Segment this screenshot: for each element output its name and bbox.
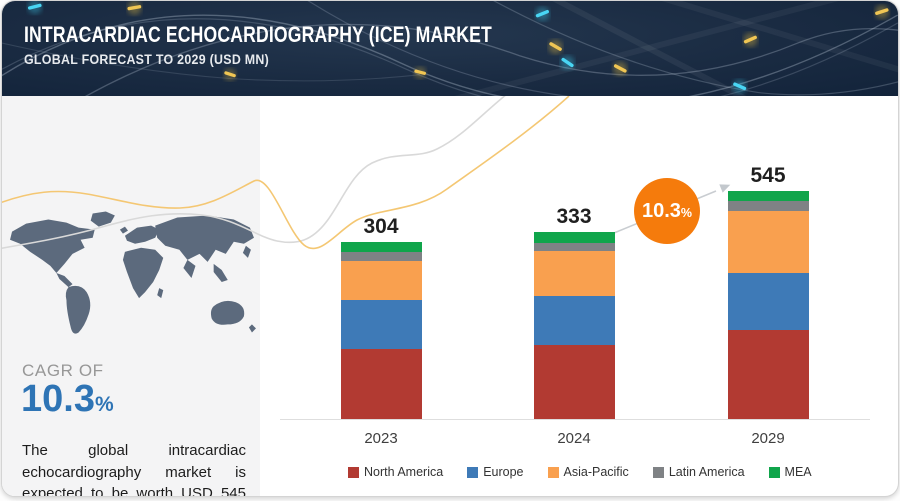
legend-item-mea: MEA [768, 465, 812, 479]
segment-north-america [727, 329, 809, 419]
legend-item-north-america: North America [348, 465, 443, 479]
bar-2029 [727, 191, 809, 419]
cagr-value: 10.3% [21, 378, 114, 421]
segment-latin-america [340, 252, 422, 261]
legend-label: MEA [784, 465, 812, 479]
segment-asia-pacific [727, 211, 809, 273]
legend-swatch [652, 466, 664, 478]
segment-latin-america [727, 201, 809, 212]
x-axis-label: 2029 [751, 430, 785, 447]
segment-mea [340, 242, 422, 253]
segment-asia-pacific [533, 250, 615, 296]
legend-swatch [467, 466, 479, 478]
segment-north-america [533, 344, 615, 419]
legend-label: Latin America [668, 465, 745, 479]
legend-swatch [768, 466, 780, 478]
cagr-label: CAGR OF [22, 361, 104, 380]
map-central-america [56, 272, 73, 288]
segment-north-america [340, 349, 422, 419]
legend-label: North America [364, 465, 444, 479]
summary-text: The global intracardiac echocardiography… [22, 442, 246, 497]
map-madagascar [157, 288, 164, 299]
chart-legend: North America Europe Asia-Pacific Latin Ame… [348, 465, 812, 479]
page-subtitle: GLOBAL FORECAST TO 2029 (USD MN) [24, 52, 270, 67]
growth-badge-percent-sign: % [680, 206, 693, 220]
x-axis-line [280, 419, 870, 420]
segment-asia-pacific [340, 260, 422, 301]
growth-badge-value: 10.3 [641, 199, 681, 222]
legend-swatch [547, 466, 559, 478]
legend-item-europe: Europe [467, 465, 524, 479]
segment-europe [533, 296, 615, 345]
bar-2024 [533, 232, 615, 419]
legend-item-asia-pacific: Asia-Pacific [547, 465, 629, 479]
cagr-number: 10.3 [21, 378, 95, 420]
bar-2023 [340, 242, 422, 419]
segment-latin-america [533, 242, 615, 251]
segment-europe [340, 300, 422, 350]
legend-label: Europe [483, 465, 524, 479]
map-new-zealand [248, 324, 256, 333]
cagr-percent-sign: % [94, 393, 114, 416]
map-australia [210, 300, 245, 325]
page-title: INTRACARDIAC ECHOCARDIOGRAPHY (ICE) MARK… [24, 22, 492, 47]
legend-label: Asia-Pacific [563, 465, 629, 479]
x-axis-label: 2024 [557, 430, 591, 447]
map-africa [122, 247, 164, 299]
bar-total-label: 545 [750, 164, 786, 187]
x-axis-label: 2023 [364, 430, 398, 447]
glow-dots-amber [127, 1, 889, 81]
segment-mea [727, 191, 809, 202]
header-banner: INTRACARDIAC ECHOCARDIOGRAPHY (ICE) MARK… [2, 1, 898, 96]
segment-europe [727, 272, 809, 330]
glow-dots-cyan [27, 1, 747, 94]
map-se-asia [213, 263, 228, 283]
bar-total-label: 304 [363, 215, 399, 238]
header-decoration [2, 1, 898, 96]
segment-mea [533, 232, 615, 243]
bar-total-label: 333 [556, 205, 592, 228]
map-india [183, 259, 196, 279]
legend-swatch [348, 466, 359, 478]
legend-item-latin-america: Latin America [652, 465, 745, 479]
growth-badge: 10.3% [634, 178, 700, 244]
map-south-america [65, 285, 91, 334]
